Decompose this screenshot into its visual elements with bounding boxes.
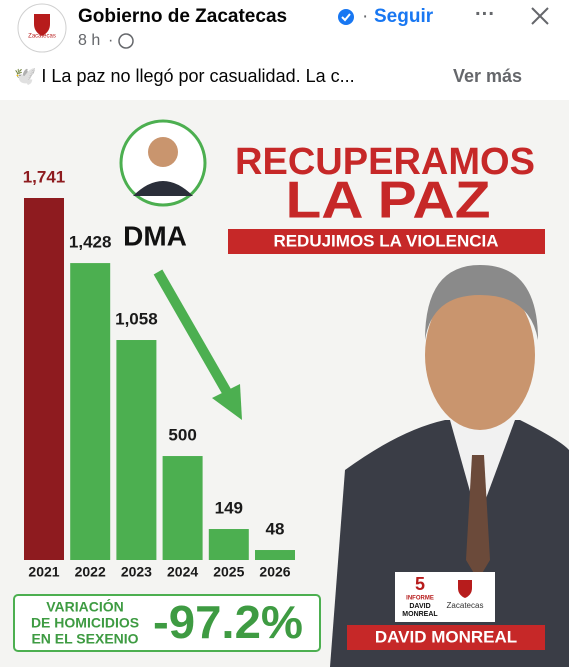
person-hair (425, 265, 538, 340)
variation-label: DE HOMICIDIOS (31, 615, 139, 631)
bar (70, 263, 111, 560)
post-time[interactable]: 8 h (78, 32, 100, 49)
value-label: 1,428 (69, 233, 112, 252)
subheadline-banner (228, 229, 545, 254)
value-label: 149 (215, 499, 243, 518)
bar (255, 550, 295, 560)
value-label: 500 (168, 426, 196, 445)
variation-label: EN EL SEXENIO (31, 631, 138, 647)
portrait-face (148, 137, 178, 167)
x-tick-label: 2025 (213, 564, 244, 580)
person-tie (466, 455, 490, 580)
subheadline: REDUJIMOS LA VIOLENCIA (273, 231, 498, 250)
post-text: 🕊️ I La paz no llegó por casualidad. La … (14, 66, 355, 86)
value-label: 48 (266, 520, 285, 539)
x-tick-label: 2022 (75, 564, 106, 580)
bar-chart: 1,741 2021 1,428 2022 1,058 2023 500 2024 149 202… (23, 167, 295, 580)
bar (24, 198, 64, 560)
avatar-shield (34, 14, 50, 36)
badge-label: DMA (123, 220, 187, 251)
state-shield (458, 580, 472, 598)
person-face (425, 280, 535, 430)
separator: · (108, 32, 113, 49)
informe-text: DAVID (409, 603, 430, 610)
name-banner-text: DAVID MONREAL (375, 627, 517, 646)
informe-text: INFORME (406, 596, 434, 602)
more-options[interactable]: ··· (475, 3, 495, 25)
separator: · (362, 6, 368, 27)
value-label: 1,058 (115, 309, 158, 328)
headline: RECUPERAMOS (235, 141, 535, 183)
x-tick-label: 2024 (167, 564, 198, 580)
x-tick-label: 2023 (121, 564, 152, 580)
variation-label: VARIACIÓN (46, 598, 124, 615)
verified-badge (338, 9, 354, 25)
verified-check (341, 13, 351, 22)
portrait-suit (133, 181, 193, 196)
name-banner (347, 625, 545, 650)
close-button[interactable] (531, 7, 549, 25)
arrow-head (212, 384, 242, 420)
follow-button[interactable]: Seguir (374, 6, 434, 27)
headline: LA PAZ (286, 172, 491, 230)
globe-icon (118, 33, 134, 49)
logo-box (395, 572, 495, 622)
x-tick-label: 2026 (259, 564, 290, 580)
variation-box (13, 594, 321, 652)
state-logo: Zacatecas (447, 601, 484, 610)
variation-value: -97.2% (153, 596, 303, 648)
bar (162, 456, 203, 560)
see-more[interactable]: Ver más (453, 66, 522, 86)
informe-text: MONREAL (402, 611, 438, 618)
x-tick-label: 2021 (28, 564, 59, 580)
person-suit (330, 420, 569, 667)
avatar-text: Zacatecas (28, 34, 56, 40)
down-arrow (153, 269, 233, 397)
informe-number: 5 (415, 574, 425, 594)
account-name[interactable]: Gobierno de Zacatecas (78, 6, 287, 27)
bar (208, 529, 249, 560)
bar (116, 340, 157, 560)
value-label: 1,741 (23, 167, 66, 186)
